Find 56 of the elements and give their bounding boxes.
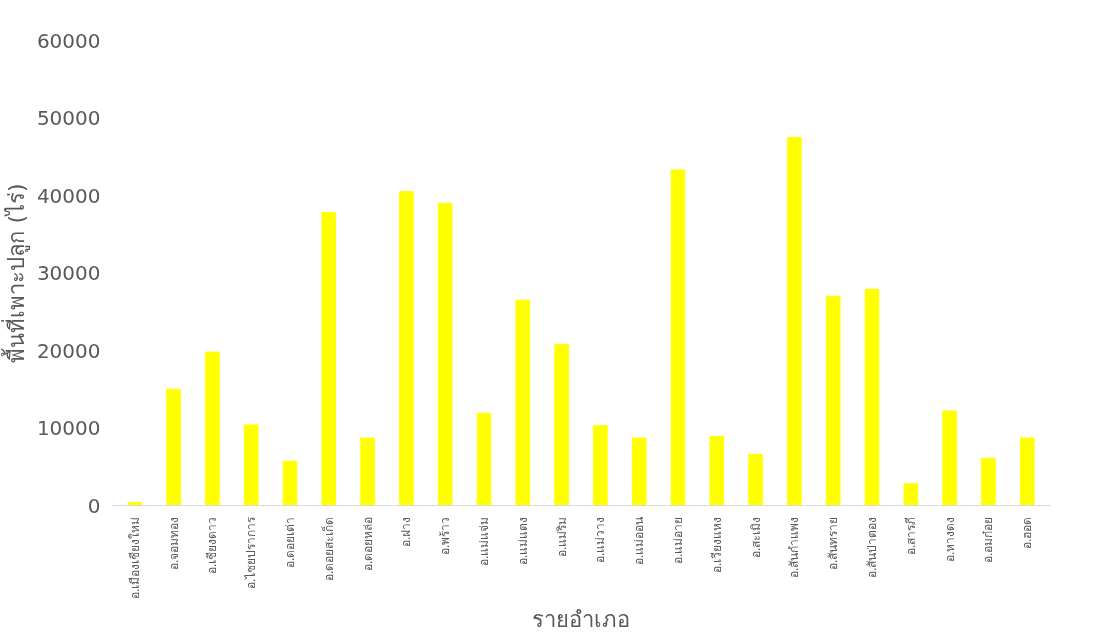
bar (981, 457, 996, 506)
bar (282, 460, 298, 506)
bar (360, 437, 375, 506)
bar (670, 169, 686, 506)
x-tick-label: อ.จอมทอง (166, 516, 181, 571)
bar (515, 299, 531, 506)
y-axis-title: พื้นที่เพาะปลูก (ไร่) (0, 183, 30, 363)
x-tick-label: อ.แม่ริม (554, 516, 569, 558)
bar (399, 191, 414, 506)
y-tick-label: 30000 (36, 261, 101, 285)
x-tick-label: อ.แม่ออน (632, 516, 647, 566)
bar (554, 343, 569, 506)
x-tick-label: อ.สันป่าตอง (865, 516, 880, 579)
bar (825, 295, 841, 506)
x-tick-label: อ.สะเมิง (748, 516, 763, 559)
x-tick-label: อ.สันกำแพง (787, 516, 802, 579)
x-tick-label: อ.ดอยหล่อ (360, 516, 375, 572)
x-tick-label: อ.พร้าว (438, 516, 453, 556)
y-tick-label: 50000 (36, 106, 101, 130)
y-tick-label: 10000 (36, 416, 101, 440)
x-axis-title: รายอำเภอ (532, 607, 630, 633)
bar (942, 410, 957, 506)
x-tick-label: อ.แม่วาง (593, 516, 608, 564)
bar (321, 212, 337, 506)
y-tick-label: 40000 (36, 183, 101, 208)
bar (709, 436, 725, 506)
x-tick-label: อ.ดอยเต่า (282, 516, 297, 569)
x-tick-label: อ.เชียงดาว (205, 516, 220, 575)
bar (864, 288, 880, 506)
bar (1019, 437, 1035, 506)
bar (748, 453, 763, 506)
x-tick-label: อ.แม่อาย (671, 516, 685, 565)
x-tick-label: อ.ฮอด (1020, 516, 1035, 550)
x-tick-label: อ.อมก๋อย (981, 516, 996, 564)
x-tick-label: อ.ไชยปราการ (244, 515, 259, 590)
bar (631, 437, 647, 506)
bar (787, 136, 802, 506)
x-tick-label: อ.หางดง (942, 516, 957, 563)
y-tick-label: 20000 (36, 338, 101, 363)
x-tick-label: อ.สันทราย (826, 516, 841, 571)
bar (903, 483, 919, 506)
bar (437, 202, 453, 506)
y-tick-label: 60000 (36, 28, 101, 53)
bar (593, 425, 608, 506)
x-tick-label: อ.แม่แจ่ม (477, 516, 491, 567)
bar (166, 388, 181, 506)
x-tick-label: อ.เวียงแหง (709, 516, 724, 574)
x-tick-label: อ.ฝาง (399, 516, 414, 548)
x-tick-label: อ.สารภี (903, 516, 918, 556)
x-tick-label: อ.แม่แตง (515, 516, 530, 566)
bar (476, 412, 492, 506)
y-tick-label: 0 (87, 493, 101, 518)
bar (205, 351, 220, 506)
x-tick-label: อ.เมืองเชียงใหม่ (127, 516, 142, 600)
bar (243, 424, 259, 506)
x-tick-label: อ.ดอยสะเก็ด (320, 516, 336, 582)
